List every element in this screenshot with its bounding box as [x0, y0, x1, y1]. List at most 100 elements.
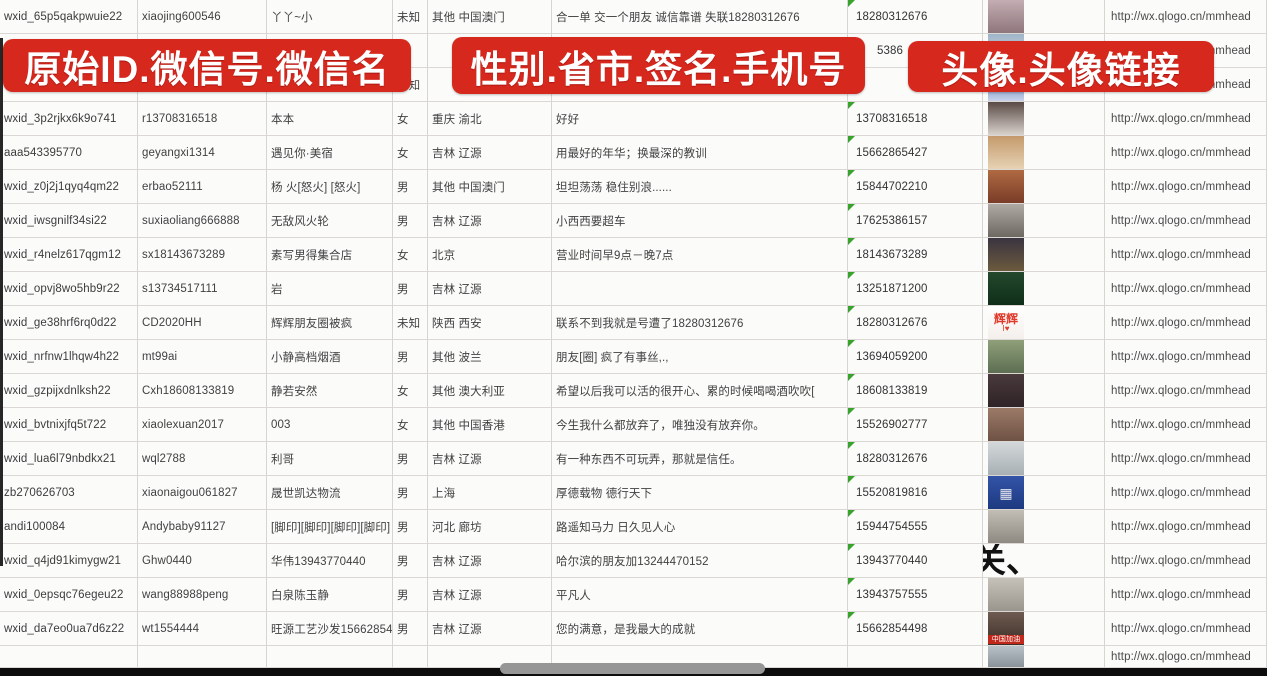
cell-signature[interactable]: 路遥知马力 日久见人心 [552, 510, 848, 544]
cell-region[interactable]: 吉林 辽源 [428, 272, 552, 306]
cell-wechat-name[interactable]: 晟世凯达物流 [267, 476, 393, 510]
avatar-image[interactable] [988, 442, 1024, 475]
cell-avatar-link[interactable]: http://wx.qlogo.cn/mmhead [1105, 306, 1267, 340]
avatar-image[interactable] [988, 374, 1024, 407]
cell-original-id[interactable]: andi100084 [0, 510, 138, 544]
avatar-image[interactable] [988, 102, 1024, 135]
cell-signature[interactable]: 坦坦荡荡 稳住别浪...... [552, 170, 848, 204]
cell-gender[interactable]: 男 [393, 170, 428, 204]
cell-region[interactable]: 重庆 渝北 [428, 102, 552, 136]
cell-wechat-name[interactable]: 白泉陈玉静 [267, 578, 393, 612]
cell-avatar-link[interactable]: http://wx.qlogo.cn/mmhead [1105, 408, 1267, 442]
avatar-image[interactable] [988, 238, 1024, 271]
avatar-image[interactable] [988, 408, 1024, 441]
cell-region[interactable] [428, 646, 552, 668]
cell-original-id[interactable]: wxid_iwsgnilf34si22 [0, 204, 138, 238]
cell-original-id[interactable]: aaa543395770 [0, 136, 138, 170]
cell-gender[interactable]: 男 [393, 544, 428, 578]
cell-wechat-name[interactable]: 旺源工艺沙发15662854 [267, 612, 393, 646]
cell-original-id[interactable]: wxid_r4nelz617qgm12 [0, 238, 138, 272]
cell-phone[interactable]: 13251871200 [848, 272, 983, 306]
cell-gender[interactable]: 女 [393, 102, 428, 136]
cell-region[interactable]: 其他 澳大利亚 [428, 374, 552, 408]
cell-phone[interactable]: 18608133819 [848, 374, 983, 408]
cell-wechat-name[interactable]: 003 [267, 408, 393, 442]
cell-gender[interactable] [393, 646, 428, 668]
cell-wechat-id[interactable]: Cxh18608133819 [138, 374, 267, 408]
cell-phone[interactable] [848, 646, 983, 668]
cell-phone[interactable]: 13694059200 [848, 340, 983, 374]
cell-original-id[interactable]: wxid_3p2rjkx6k9o741 [0, 102, 138, 136]
cell-avatar-link[interactable]: http://wx.qlogo.cn/mmhead [1105, 374, 1267, 408]
cell-gender[interactable]: 男 [393, 204, 428, 238]
cell-wechat-name[interactable]: 本本 [267, 102, 393, 136]
cell-avatar[interactable] [983, 510, 1105, 544]
cell-gender[interactable]: 女 [393, 374, 428, 408]
cell-region[interactable]: 其他 波兰 [428, 340, 552, 374]
cell-region[interactable]: 其他 中国澳门 [428, 0, 552, 34]
cell-avatar[interactable] [983, 272, 1105, 306]
cell-gender[interactable]: 男 [393, 510, 428, 544]
cell-region[interactable]: 吉林 辽源 [428, 136, 552, 170]
cell-gender[interactable]: 男 [393, 340, 428, 374]
avatar-image[interactable] [988, 646, 1024, 667]
cell-gender[interactable]: 女 [393, 238, 428, 272]
cell-signature[interactable]: 联系不到我就是号遭了18280312676 [552, 306, 848, 340]
cell-wechat-id[interactable]: xiaojing600546 [138, 0, 267, 34]
cell-wechat-name[interactable]: [脚印][脚印][脚印][脚印] [267, 510, 393, 544]
cell-avatar[interactable] [983, 374, 1105, 408]
cell-region[interactable]: 吉林 辽源 [428, 612, 552, 646]
cell-avatar[interactable] [983, 408, 1105, 442]
cell-gender[interactable]: 男 [393, 476, 428, 510]
cell-gender[interactable]: 男 [393, 578, 428, 612]
cell-original-id[interactable]: wxid_opvj8wo5hb9r22 [0, 272, 138, 306]
cell-wechat-name[interactable]: 辉辉朋友圈被疯 [267, 306, 393, 340]
cell-wechat-id[interactable]: geyangxi1314 [138, 136, 267, 170]
cell-original-id[interactable]: wxid_bvtnixjfq5t722 [0, 408, 138, 442]
cell-phone[interactable]: 13943770440 [848, 544, 983, 578]
cell-wechat-id[interactable] [138, 646, 267, 668]
cell-original-id[interactable]: wxid_lua6l79nbdkx21 [0, 442, 138, 476]
cell-wechat-name[interactable]: 利哥 [267, 442, 393, 476]
cell-region[interactable]: 吉林 辽源 [428, 442, 552, 476]
cell-avatar[interactable] [983, 646, 1105, 668]
cell-avatar-link[interactable]: http://wx.qlogo.cn/mmhead [1105, 578, 1267, 612]
cell-avatar-link[interactable]: http://wx.qlogo.cn/mmhead [1105, 136, 1267, 170]
cell-original-id[interactable]: wxid_da7eo0ua7d6z22 [0, 612, 138, 646]
cell-avatar-link[interactable]: http://wx.qlogo.cn/mmhead [1105, 170, 1267, 204]
cell-phone[interactable]: 13943757555 [848, 578, 983, 612]
cell-avatar-link[interactable]: http://wx.qlogo.cn/mmhead [1105, 442, 1267, 476]
cell-gender[interactable]: 女 [393, 408, 428, 442]
cell-signature[interactable] [552, 272, 848, 306]
cell-original-id[interactable]: wxid_65p5qakpwuie22 [0, 0, 138, 34]
cell-wechat-id[interactable]: Ghw0440 [138, 544, 267, 578]
cell-region[interactable]: 河北 廊坊 [428, 510, 552, 544]
cell-signature[interactable]: 好好 [552, 102, 848, 136]
cell-wechat-id[interactable]: sx18143673289 [138, 238, 267, 272]
cell-avatar[interactable]: 辉辉 I♥ [983, 306, 1105, 340]
avatar-image[interactable]: 关、 [983, 544, 1040, 577]
cell-signature[interactable]: 小西西要超车 [552, 204, 848, 238]
cell-wechat-name[interactable]: 遇见你·美宿 [267, 136, 393, 170]
cell-gender[interactable]: 女 [393, 136, 428, 170]
cell-avatar-link[interactable]: http://wx.qlogo.cn/mmhead [1105, 476, 1267, 510]
cell-original-id[interactable]: wxid_0epsqc76egeu22 [0, 578, 138, 612]
cell-signature[interactable]: 平凡人 [552, 578, 848, 612]
cell-region[interactable]: 吉林 辽源 [428, 544, 552, 578]
cell-signature[interactable]: 合一单 交一个朋友 诚信靠谱 失联18280312676 [552, 0, 848, 34]
cell-phone[interactable]: 18143673289 [848, 238, 983, 272]
cell-avatar-link[interactable]: http://wx.qlogo.cn/mmhead [1105, 238, 1267, 272]
cell-avatar-link[interactable]: http://wx.qlogo.cn/mmhead [1105, 510, 1267, 544]
cell-signature[interactable]: 今生我什么都放弃了，唯独没有放弃你。 [552, 408, 848, 442]
cell-wechat-id[interactable]: wang88988peng [138, 578, 267, 612]
cell-avatar-link[interactable]: http://wx.qlogo.cn/mmhead [1105, 544, 1267, 578]
cell-phone[interactable]: 15520819816 [848, 476, 983, 510]
cell-signature[interactable]: 厚德载物 德行天下 [552, 476, 848, 510]
cell-wechat-id[interactable]: mt99ai [138, 340, 267, 374]
cell-wechat-id[interactable]: wt1554444 [138, 612, 267, 646]
avatar-image[interactable] [988, 272, 1024, 305]
cell-gender[interactable]: 未知 [393, 0, 428, 34]
cell-avatar[interactable]: ▦ [983, 476, 1105, 510]
cell-phone[interactable]: 15944754555 [848, 510, 983, 544]
avatar-image[interactable] [988, 510, 1024, 543]
